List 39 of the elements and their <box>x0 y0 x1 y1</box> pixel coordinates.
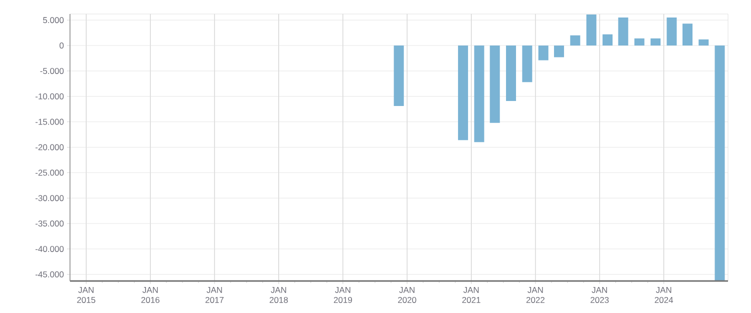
x-tick-label: JAN 2018 <box>270 287 288 303</box>
x-tick-label: JAN 2021 <box>462 287 480 303</box>
bar <box>570 35 580 46</box>
y-tick-label: -5.000 <box>40 68 64 74</box>
y-tick-label: -35.000 <box>36 220 64 227</box>
y-tick-label: -10.000 <box>36 93 64 100</box>
bar <box>698 39 709 46</box>
bar <box>538 46 548 60</box>
bar <box>586 14 596 46</box>
bar <box>458 46 468 140</box>
bar <box>650 38 661 46</box>
y-tick-label: -45.000 <box>36 271 64 278</box>
y-tick-label: -40.000 <box>36 246 64 252</box>
x-tick-label: JAN 2023 <box>590 287 609 303</box>
x-tick-label: JAN 2022 <box>526 287 544 303</box>
x-tick-label: JAN 2016 <box>141 287 160 303</box>
bar <box>394 46 404 106</box>
bar <box>682 24 693 46</box>
y-tick-label: 0 <box>60 42 64 49</box>
x-tick-label: JAN 2020 <box>398 287 416 303</box>
bar <box>490 46 500 123</box>
y-tick-label: 5.000 <box>43 17 64 24</box>
bar <box>506 46 516 101</box>
bar <box>474 46 484 142</box>
bar <box>666 18 677 46</box>
bar <box>634 38 644 46</box>
bar <box>602 34 613 46</box>
y-tick-label: -25.000 <box>36 170 64 176</box>
x-tick-label: JAN 2017 <box>206 287 224 303</box>
bar <box>522 46 532 82</box>
bar <box>618 18 628 46</box>
x-tick-label: JAN 2019 <box>334 287 352 303</box>
y-tick-label: -30.000 <box>36 195 64 202</box>
y-tick-label: -15.000 <box>36 118 64 125</box>
x-tick-label: JAN 2015 <box>77 287 96 303</box>
bar <box>554 46 564 58</box>
x-tick-label: JAN 2024 <box>654 287 674 303</box>
y-tick-label: -20.000 <box>36 144 64 150</box>
bar <box>714 46 725 280</box>
